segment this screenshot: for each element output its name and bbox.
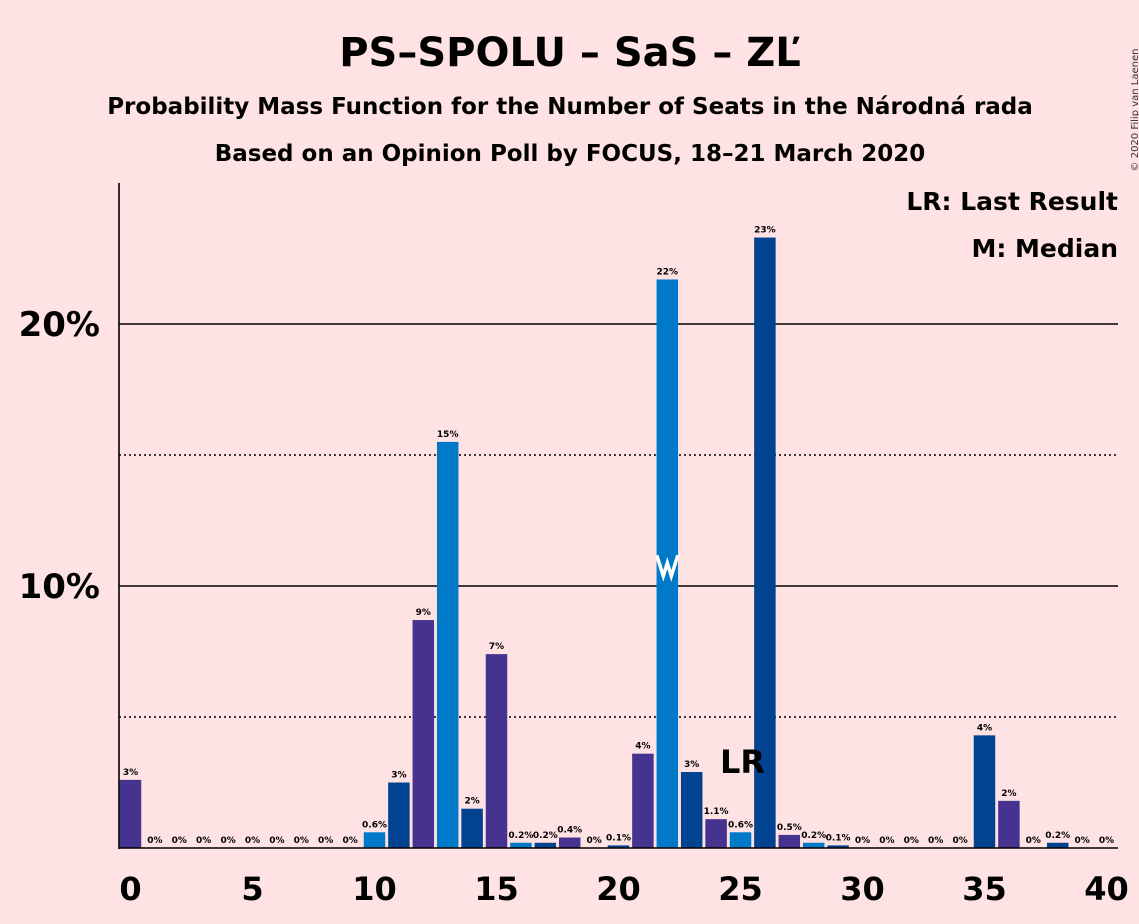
bar-label-seats-28: 0.2% <box>801 831 826 841</box>
bar-label-seats-1: 0% <box>147 836 162 846</box>
bar-label-seats-19: 0% <box>586 836 601 846</box>
bar-label-seats-29: 0.1% <box>826 833 851 843</box>
chart-title: PS–SPOLU – SaS – ZĽ <box>339 30 801 76</box>
bar-label-seats-6: 0% <box>269 836 284 846</box>
x-tick-label-10: 10 <box>352 870 397 908</box>
bar-seats-20 <box>607 845 630 848</box>
bar-seats-14 <box>461 808 483 848</box>
bar-label-seats-0: 3% <box>123 768 138 778</box>
bar-label-seats-30: 0% <box>855 836 870 846</box>
bar-label-seats-15: 7% <box>489 642 504 652</box>
bar-label-seats-16: 0.2% <box>508 831 533 841</box>
axes-group: 10% 20% 0 5 10 15 20 25 30 35 40 <box>19 183 1129 908</box>
bar-seats-35 <box>973 735 996 848</box>
bar-seats-21 <box>632 753 654 848</box>
bar-seats-38 <box>1046 842 1069 848</box>
bar-label-seats-3: 0% <box>196 836 211 846</box>
bar-seats-36 <box>998 800 1020 848</box>
bar-label-seats-39: 0% <box>1074 836 1089 846</box>
y-tick-label-10: 10% <box>19 567 100 607</box>
bar-label-seats-13: 15% <box>437 430 459 440</box>
bar-seats-26 <box>754 237 776 849</box>
markers-group: LR <box>655 554 765 781</box>
bar-label-seats-40: 0% <box>1099 836 1114 846</box>
bar-label-seats-14: 2% <box>464 797 479 807</box>
bar-label-seats-27: 0.5% <box>777 823 802 833</box>
bar-label-seats-12: 9% <box>416 608 431 618</box>
bar-label-seats-26: 23% <box>754 226 776 236</box>
bar-seats-23 <box>680 772 703 848</box>
x-tick-label-0: 0 <box>119 870 141 908</box>
x-tick-label-15: 15 <box>474 870 519 908</box>
bar-seats-29 <box>827 845 849 848</box>
bars-group <box>119 237 1069 849</box>
bar-label-seats-36: 2% <box>1001 789 1016 799</box>
x-tick-label-20: 20 <box>596 870 641 908</box>
bar-label-seats-7: 0% <box>294 836 309 846</box>
grid-lines <box>119 323 1118 718</box>
bar-seats-25 <box>729 832 752 848</box>
bar-label-seats-35: 4% <box>977 723 992 733</box>
chart-subtitle-poll: Based on an Opinion Poll by FOCUS, 18–21… <box>215 141 926 167</box>
x-tick-label-5: 5 <box>241 870 263 908</box>
bar-label-seats-33: 0% <box>928 836 943 846</box>
bar-label-seats-20: 0.1% <box>606 833 631 843</box>
bar-labels-group: 3%0% 0% 0% 0% 0% 0% 0% 0% 0%0.6%3%9%15%2%7%0.2% 0… <box>123 226 1114 846</box>
y-tick-label-20: 20% <box>19 305 100 345</box>
legend-median: M: Median <box>971 234 1118 263</box>
bar-seats-15 <box>485 654 508 848</box>
bar-seats-12 <box>412 620 435 848</box>
bar-label-seats-38: 0.2% <box>1045 831 1070 841</box>
bar-label-seats-17: 0.2% <box>533 831 558 841</box>
bar-label-seats-4: 0% <box>220 836 235 846</box>
bar-label-seats-10: 0.6% <box>362 820 387 830</box>
bar-seats-10 <box>363 832 386 848</box>
bar-seats-28 <box>802 842 825 848</box>
bar-seats-13 <box>436 441 459 848</box>
bar-label-seats-24: 1.1% <box>704 807 729 817</box>
legend-last-result: LR: Last Result <box>906 187 1118 216</box>
bar-label-seats-31: 0% <box>879 836 894 846</box>
bar-label-seats-21: 4% <box>635 742 650 752</box>
x-tick-label-40: 40 <box>1084 870 1129 908</box>
bar-label-seats-18: 0.4% <box>557 826 582 836</box>
bar-seats-0 <box>119 779 142 848</box>
bar-label-seats-32: 0% <box>904 836 919 846</box>
bar-label-seats-8: 0% <box>318 836 333 846</box>
bar-seats-17 <box>534 842 557 848</box>
copyright-notice: © 2020 Filip van Laenen <box>1130 49 1139 172</box>
bar-seats-24 <box>705 819 727 848</box>
bar-label-seats-23: 3% <box>684 760 699 770</box>
bar-label-seats-2: 0% <box>172 836 187 846</box>
bar-label-seats-25: 0.6% <box>728 820 753 830</box>
bar-label-seats-22: 22% <box>657 267 679 277</box>
bar-label-seats-37: 0% <box>1026 836 1041 846</box>
x-tick-label-25: 25 <box>718 870 763 908</box>
bar-seats-11 <box>388 782 410 848</box>
bar-label-seats-34: 0% <box>952 836 967 846</box>
bar-label-seats-11: 3% <box>391 771 406 781</box>
bar-label-seats-5: 0% <box>245 836 260 846</box>
bar-seats-16 <box>510 842 532 848</box>
median-marker <box>655 554 680 582</box>
bar-label-seats-9: 0% <box>342 836 357 846</box>
chart-subtitle: Probability Mass Function for the Number… <box>107 94 1033 120</box>
x-tick-label-30: 30 <box>840 870 885 908</box>
bar-seats-18 <box>558 837 581 848</box>
last-result-marker: LR <box>720 743 765 781</box>
bar-seats-27 <box>778 834 801 848</box>
x-tick-label-35: 35 <box>962 870 1007 908</box>
